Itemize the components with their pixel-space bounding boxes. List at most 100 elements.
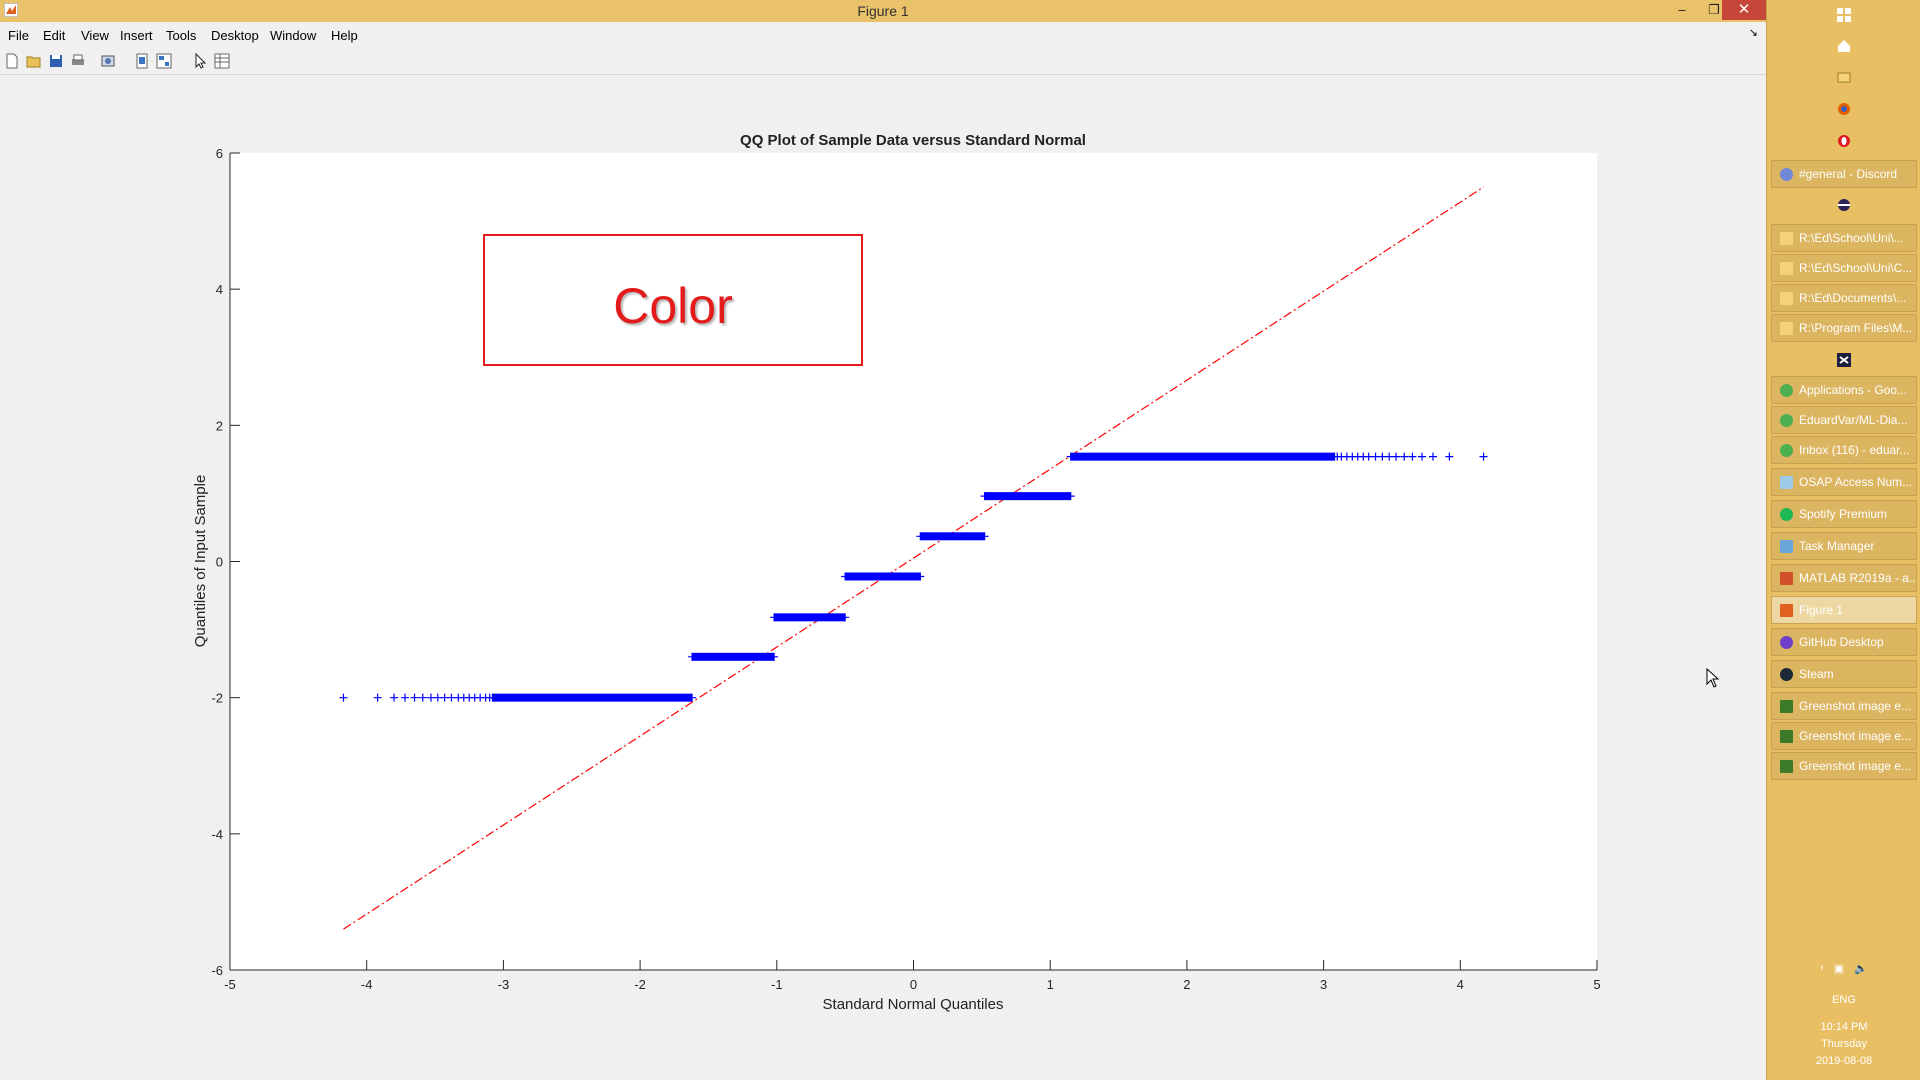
sample-point	[841, 572, 850, 581]
menu-insert[interactable]: Insert	[120, 28, 153, 43]
taskbar-item[interactable]: R:\Program Files\M...	[1771, 314, 1917, 342]
reference-line	[343, 186, 1484, 930]
taskbar-item[interactable]: #general - Discord	[1771, 160, 1917, 188]
taskbar-item[interactable]: Figure 1	[1771, 596, 1917, 624]
language-indicator[interactable]: ENG	[1832, 994, 1856, 1006]
save-icon[interactable]	[48, 53, 64, 69]
sample-point	[1066, 452, 1075, 461]
menu-help[interactable]: Help	[331, 28, 358, 43]
annotation-box[interactable]	[483, 234, 863, 366]
y-axis-label: Quantiles of Input Sample	[192, 475, 209, 648]
visual-studio-icon[interactable]	[1767, 347, 1920, 373]
network-icon[interactable]: ▣	[1833, 963, 1845, 975]
taskbar-item[interactable]: R:\Ed\School\Uni\C...	[1771, 254, 1917, 282]
mouse-cursor-icon	[1706, 668, 1720, 688]
sample-point	[1479, 452, 1488, 461]
chrome-icon	[1780, 443, 1793, 457]
sample-point	[339, 693, 348, 702]
taskbar-item[interactable]: Spotify Premium	[1771, 500, 1917, 528]
menu-tools[interactable]: Tools	[166, 28, 197, 43]
sample-point	[980, 492, 989, 501]
title-bar[interactable]: Figure 1 – ❐ ✕	[0, 0, 1766, 22]
menu-desktop[interactable]: Desktop	[211, 28, 259, 43]
link-plot-icon[interactable]	[134, 53, 150, 69]
eclipse-icon[interactable]	[1767, 192, 1920, 218]
taskbar-item-label: R:\Program Files\M...	[1799, 321, 1913, 335]
taskbar-item[interactable]: Task Manager	[1771, 532, 1917, 560]
taskbar-item[interactable]: Steam	[1771, 660, 1917, 688]
chrome-icon	[1780, 413, 1793, 427]
menu-edit[interactable]: Edit	[43, 28, 66, 43]
x-tick-label: 1	[1047, 977, 1054, 992]
taskbar-item[interactable]: R:\Ed\School\Uni\...	[1771, 224, 1917, 252]
open-file-icon[interactable]	[26, 53, 42, 69]
clock-date[interactable]: 2019-08-08	[1815, 1055, 1873, 1067]
menu-window[interactable]: Window	[270, 28, 317, 43]
sample-point	[1066, 492, 1075, 501]
dock-arrow-icon[interactable]: ↘	[1748, 27, 1758, 39]
sample-point	[841, 613, 850, 622]
taskbar-item[interactable]: Greenshot image e...	[1771, 692, 1917, 720]
taskbar-item-label: Applications - Goo...	[1799, 383, 1908, 397]
notepad-icon	[1780, 475, 1793, 489]
taskbar-item[interactable]: Inbox (116) - eduar...	[1771, 436, 1917, 464]
taskbar-item-label: MATLAB R2019a - a...	[1799, 571, 1916, 585]
qq-plot[interactable]: -5 -4 -3 -2 -1 0 1 2 3 4 5 -6 -4 -2 0 2 4 6 QQ Plot of Sa…	[0, 75, 1766, 1080]
property-inspector-icon[interactable]	[214, 53, 230, 69]
axes-background	[230, 153, 1597, 970]
folder-icon	[1780, 321, 1793, 335]
maximize-button[interactable]: ❐	[1708, 2, 1720, 17]
sample-point	[426, 693, 435, 702]
close-button[interactable]: ✕	[1722, 0, 1766, 20]
sample-points-band	[920, 532, 985, 541]
sample-point	[1378, 452, 1387, 461]
file-explorer-icon[interactable]	[1767, 64, 1920, 90]
new-figure-icon[interactable]	[4, 53, 20, 69]
clock-time[interactable]: 10:14 PM	[1820, 1021, 1868, 1033]
start-icon[interactable]	[1767, 2, 1920, 28]
print-icon[interactable]	[70, 53, 86, 69]
taskbar-item[interactable]: Greenshot image e...	[1771, 722, 1917, 750]
insert-colorbar-icon[interactable]	[156, 53, 172, 69]
sample-points-band	[984, 492, 1071, 501]
taskbar-item[interactable]: OSAP Access Num...	[1771, 468, 1917, 496]
menu-file[interactable]: File	[8, 28, 29, 43]
sample-point	[1371, 452, 1380, 461]
taskbar-item[interactable]: Applications - Goo...	[1771, 376, 1917, 404]
sample-point	[1400, 452, 1409, 461]
x-tick-label: 2	[1183, 977, 1190, 992]
taskbar-item[interactable]: GitHub Desktop	[1771, 628, 1917, 656]
volume-icon[interactable]: 🔈	[1854, 963, 1868, 975]
sample-point	[1330, 452, 1339, 461]
x-tick-label: -2	[634, 977, 646, 992]
sample-point	[447, 693, 456, 702]
edit-plot-icon[interactable]	[192, 53, 208, 69]
x-tick-label: -4	[361, 977, 373, 992]
sample-points-band	[845, 572, 921, 581]
system-tray: ‹ ▣ 🔈	[1767, 962, 1920, 975]
taskbar-item[interactable]: R:\Ed\Documents\...	[1771, 284, 1917, 312]
firefox-icon[interactable]	[1767, 96, 1920, 122]
sample-point	[916, 572, 925, 581]
show-hidden-icons-arrow-icon[interactable]: ‹	[1820, 962, 1824, 974]
minimize-button[interactable]: –	[1678, 2, 1686, 17]
menu-view[interactable]: View	[81, 28, 109, 43]
chrome-icon	[1780, 383, 1793, 397]
opera-icon[interactable]	[1767, 128, 1920, 154]
x-tick-label: -3	[498, 977, 510, 992]
taskbar: #general - Discord R:\Ed\School\Uni\... R:…	[1766, 0, 1920, 1080]
print-preview-icon[interactable]	[100, 53, 116, 69]
x-tick-label: 5	[1593, 977, 1600, 992]
taskbar-item[interactable]: MATLAB R2019a - a...	[1771, 564, 1917, 592]
y-tick-label: 6	[216, 146, 223, 161]
y-tick-label: 2	[216, 418, 223, 433]
window-title: Figure 1	[857, 3, 909, 19]
clock-day[interactable]: Thursday	[1821, 1038, 1867, 1050]
sample-point	[688, 652, 697, 661]
sample-point	[1445, 452, 1454, 461]
taskbar-item[interactable]: Greenshot image e...	[1771, 752, 1917, 780]
taskbar-item[interactable]: EduardVar/ML-Dia...	[1771, 406, 1917, 434]
sample-point	[390, 693, 399, 702]
sample-point	[980, 532, 989, 541]
home-icon[interactable]	[1767, 33, 1920, 59]
